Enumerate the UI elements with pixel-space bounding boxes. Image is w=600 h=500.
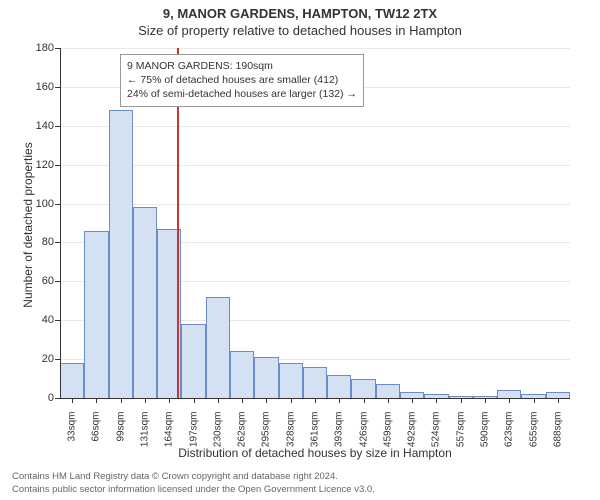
x-axis-label: Distribution of detached houses by size …	[60, 446, 570, 460]
annotation-line3: 24% of semi-detached houses are larger (…	[127, 87, 357, 101]
y-tick-label: 0	[14, 392, 54, 404]
histogram-bar	[109, 110, 133, 398]
histogram-bar	[254, 357, 278, 398]
y-tick-label: 160	[14, 81, 54, 93]
histogram-bar	[279, 363, 303, 398]
gridline	[60, 48, 570, 49]
footer-line1: Contains HM Land Registry data © Crown c…	[12, 471, 588, 483]
histogram-bar	[303, 367, 327, 398]
gridline	[60, 126, 570, 127]
gridline	[60, 204, 570, 205]
histogram-bar	[230, 351, 254, 398]
y-tick-label: 180	[14, 42, 54, 54]
histogram-bar	[84, 231, 108, 398]
y-axis-label: Number of detached properties	[21, 125, 35, 325]
annotation-line2: ← 75% of detached houses are smaller (41…	[127, 73, 357, 87]
annotation-box: 9 MANOR GARDENS: 190sqm← 75% of detached…	[120, 54, 364, 107]
gridline	[60, 165, 570, 166]
histogram-bar	[133, 207, 157, 398]
page-title-desc: Size of property relative to detached ho…	[0, 21, 600, 38]
x-axis-line	[60, 398, 570, 399]
histogram-bar	[351, 379, 375, 398]
y-tick-label: 140	[14, 120, 54, 132]
y-tick-label: 100	[14, 198, 54, 210]
chart-plot-area: 33sqm66sqm99sqm131sqm164sqm197sqm230sqm2…	[60, 48, 570, 398]
page-title-address: 9, MANOR GARDENS, HAMPTON, TW12 2TX	[0, 0, 600, 21]
y-tick-label: 60	[14, 275, 54, 287]
y-axis-line	[60, 48, 61, 398]
y-tick-label: 80	[14, 236, 54, 248]
footer-attribution: Contains HM Land Registry data © Crown c…	[12, 471, 588, 496]
histogram-bar	[181, 324, 205, 398]
histogram-bar	[376, 384, 400, 398]
annotation-line1: 9 MANOR GARDENS: 190sqm	[127, 59, 357, 73]
y-tick-label: 20	[14, 353, 54, 365]
histogram-bar	[60, 363, 84, 398]
footer-line2: Contains public sector information licen…	[12, 484, 588, 496]
histogram-bar	[327, 375, 351, 398]
histogram-bar	[497, 390, 521, 398]
y-tick-label: 40	[14, 314, 54, 326]
y-tick-label: 120	[14, 159, 54, 171]
histogram-bar	[206, 297, 230, 398]
